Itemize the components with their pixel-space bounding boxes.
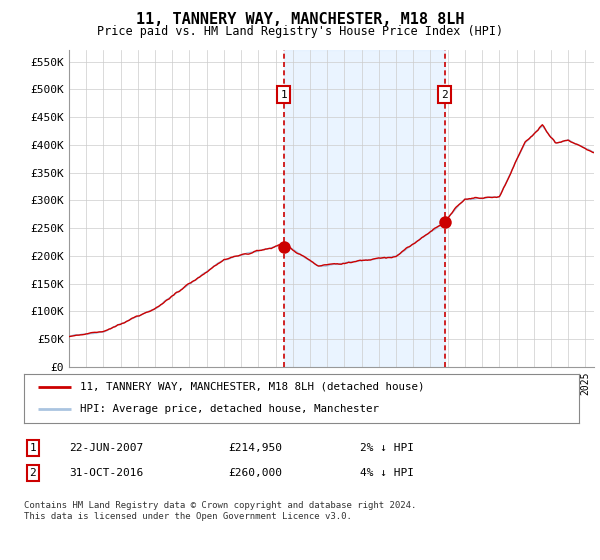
Bar bbox=[284, 50, 445, 367]
Text: 2% ↓ HPI: 2% ↓ HPI bbox=[360, 443, 414, 453]
Text: 11, TANNERY WAY, MANCHESTER, M18 8LH: 11, TANNERY WAY, MANCHESTER, M18 8LH bbox=[136, 12, 464, 27]
Text: HPI: Average price, detached house, Manchester: HPI: Average price, detached house, Manc… bbox=[79, 404, 379, 414]
Text: Contains HM Land Registry data © Crown copyright and database right 2024.
This d: Contains HM Land Registry data © Crown c… bbox=[24, 501, 416, 521]
Text: 11, TANNERY WAY, MANCHESTER, M18 8LH (detached house): 11, TANNERY WAY, MANCHESTER, M18 8LH (de… bbox=[79, 382, 424, 392]
Text: 2: 2 bbox=[29, 468, 37, 478]
Text: 1: 1 bbox=[280, 90, 287, 100]
Text: £214,950: £214,950 bbox=[228, 443, 282, 453]
Text: 4% ↓ HPI: 4% ↓ HPI bbox=[360, 468, 414, 478]
Text: £260,000: £260,000 bbox=[228, 468, 282, 478]
Text: 2: 2 bbox=[442, 90, 448, 100]
Text: 1: 1 bbox=[29, 443, 37, 453]
Text: 22-JUN-2007: 22-JUN-2007 bbox=[69, 443, 143, 453]
Text: 31-OCT-2016: 31-OCT-2016 bbox=[69, 468, 143, 478]
Text: Price paid vs. HM Land Registry's House Price Index (HPI): Price paid vs. HM Land Registry's House … bbox=[97, 25, 503, 38]
